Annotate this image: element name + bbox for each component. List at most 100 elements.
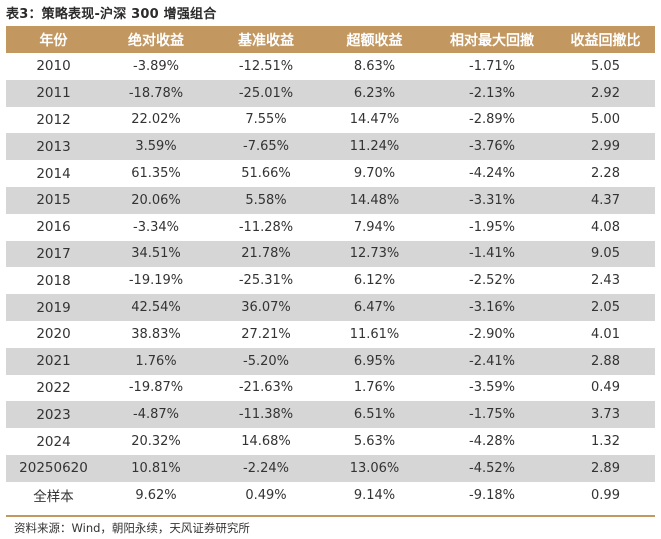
cell-excess-return: 6.47% (353, 300, 396, 316)
cell-return-drawdown-ratio: 2.28 (591, 166, 620, 182)
cell-benchmark-return: -2.24% (243, 460, 289, 476)
cell-year: 2019 (36, 299, 71, 316)
cell-year: 2013 (36, 138, 71, 155)
cell-return-drawdown-ratio: 2.88 (591, 353, 620, 369)
cell-absolute-return: -3.89% (133, 58, 179, 74)
cell-year: 2017 (36, 245, 71, 262)
cell-return-drawdown-ratio: 2.92 (591, 85, 620, 101)
cell-relative-max-drawdown: -1.75% (469, 407, 515, 423)
table-row: 2010 -3.89% -12.51% 8.63% -1.71% 5.05 (6, 53, 655, 80)
header-year: 年份 (39, 32, 68, 49)
cell-absolute-return: 9.62% (135, 487, 177, 503)
cell-absolute-return: 10.81% (131, 460, 181, 476)
cell-return-drawdown-ratio: 5.05 (591, 58, 620, 74)
cell-absolute-return: -19.19% (128, 273, 184, 289)
cell-return-drawdown-ratio: 2.05 (591, 300, 620, 316)
cell-relative-max-drawdown: -1.95% (469, 219, 515, 235)
cell-benchmark-return: 0.49% (245, 487, 287, 503)
header-row: 年份 绝对收益 基准收益 超额收益 相对最大回撤 收益回撤比 (6, 26, 655, 53)
table-row: 2020 38.83% 27.21% 11.61% -2.90% 4.01 (6, 321, 655, 348)
header-relative-max-drawdown: 相对最大回撤 (450, 32, 534, 49)
cell-benchmark-return: 27.21% (241, 326, 291, 342)
cell-excess-return: 1.76% (353, 380, 396, 396)
cell-absolute-return: 3.59% (135, 139, 177, 155)
table-bottom-rule (6, 515, 655, 517)
cell-benchmark-return: 51.66% (241, 166, 291, 182)
cell-excess-return: 14.48% (349, 192, 400, 208)
cell-absolute-return: -19.87% (128, 380, 184, 396)
cell-excess-return: 11.61% (349, 326, 400, 342)
cell-benchmark-return: 21.78% (241, 246, 291, 262)
cell-absolute-return: -4.87% (133, 407, 179, 423)
cell-absolute-return: 1.76% (135, 353, 177, 369)
cell-excess-return: 6.23% (353, 85, 396, 101)
table-row: 2024 20.32% 14.68% 5.63% -4.28% 1.32 (6, 428, 655, 455)
cell-benchmark-return: 36.07% (241, 300, 291, 316)
cell-relative-max-drawdown: -2.13% (469, 85, 515, 101)
cell-year: 2016 (36, 219, 71, 236)
cell-return-drawdown-ratio: 0.49 (591, 380, 620, 396)
cell-relative-max-drawdown: -4.52% (469, 460, 515, 476)
cell-benchmark-return: -21.63% (238, 380, 294, 396)
cell-return-drawdown-ratio: 2.99 (591, 139, 620, 155)
table-row: 20250620 10.81% -2.24% 13.06% -4.52% 2.89 (6, 454, 655, 482)
cell-excess-return: 12.73% (349, 246, 400, 262)
cell-relative-max-drawdown: -3.16% (469, 300, 515, 316)
table-row: 2015 20.06% 5.58% 14.48% -3.31% 4.37 (6, 186, 655, 214)
cell-benchmark-return: -12.51% (238, 58, 294, 74)
cell-return-drawdown-ratio: 4.01 (591, 326, 620, 342)
table-row: 2016 -3.34% -11.28% 7.94% -1.95% 4.08 (6, 214, 655, 241)
header-return-drawdown-ratio: 收益回撤比 (570, 32, 641, 49)
cell-relative-max-drawdown: -3.59% (469, 380, 515, 396)
table-row: 2018 -19.19% -25.31% 6.12% -2.52% 2.43 (6, 267, 655, 294)
table-row: 2019 42.54% 36.07% 6.47% -3.16% 2.05 (6, 294, 655, 321)
table-row: 全样本 9.62% 0.49% 9.14% -9.18% 0.99 (6, 482, 655, 509)
cell-excess-return: 6.51% (353, 407, 396, 423)
table-header: 年份 绝对收益 基准收益 超额收益 相对最大回撤 收益回撤比 (6, 26, 655, 53)
cell-benchmark-return: -25.31% (238, 273, 294, 289)
cell-year: 2022 (36, 379, 71, 396)
cell-return-drawdown-ratio: 4.37 (591, 192, 620, 208)
cell-benchmark-return: 14.68% (241, 434, 291, 450)
header-excess-return: 超额收益 (346, 32, 403, 49)
cell-absolute-return: 61.35% (131, 166, 181, 182)
cell-relative-max-drawdown: -4.28% (469, 434, 515, 450)
cell-relative-max-drawdown: -1.41% (469, 246, 515, 262)
cell-absolute-return: 20.32% (131, 434, 181, 450)
cell-return-drawdown-ratio: 2.43 (591, 273, 620, 289)
cell-absolute-return: 38.83% (131, 326, 181, 342)
cell-year: 2020 (36, 326, 71, 343)
cell-relative-max-drawdown: -1.71% (469, 58, 515, 74)
cell-benchmark-return: -7.65% (243, 139, 289, 155)
cell-excess-return: 14.47% (349, 112, 400, 128)
table-row: 2017 34.51% 21.78% 12.73% -1.41% 9.05 (6, 240, 655, 268)
cell-relative-max-drawdown: -2.52% (469, 273, 515, 289)
cell-benchmark-return: -5.20% (243, 353, 289, 369)
cell-return-drawdown-ratio: 2.89 (591, 460, 620, 476)
cell-year: 20250620 (19, 460, 88, 477)
cell-benchmark-return: 5.58% (245, 192, 287, 208)
cell-absolute-return: 22.02% (131, 112, 181, 128)
table-row: 2023 -4.87% -11.38% 6.51% -1.75% 3.73 (6, 401, 655, 429)
cell-benchmark-return: -11.28% (238, 219, 294, 235)
cell-excess-return: 9.14% (353, 487, 396, 503)
cell-return-drawdown-ratio: 5.00 (591, 112, 620, 128)
cell-year: 2010 (36, 58, 71, 75)
cell-absolute-return: -3.34% (133, 219, 179, 235)
cell-absolute-return: -18.78% (128, 85, 184, 101)
cell-year: 2012 (36, 111, 71, 128)
performance-table: 年份 绝对收益 基准收益 超额收益 相对最大回撤 收益回撤比 2010 -3.89… (6, 26, 655, 509)
cell-excess-return: 13.06% (349, 460, 400, 476)
cell-excess-return: 8.63% (353, 58, 396, 74)
cell-relative-max-drawdown: -4.24% (469, 166, 515, 182)
cell-absolute-return: 20.06% (131, 192, 181, 208)
cell-absolute-return: 42.54% (131, 300, 181, 316)
cell-excess-return: 9.70% (353, 166, 396, 182)
cell-excess-return: 6.95% (353, 353, 396, 369)
header-benchmark-return: 基准收益 (238, 32, 294, 49)
cell-benchmark-return: -11.38% (238, 407, 294, 423)
table-row: 2022 -19.87% -21.63% 1.76% -3.59% 0.49 (6, 375, 655, 402)
cell-relative-max-drawdown: -2.90% (469, 326, 515, 342)
cell-relative-max-drawdown: -3.76% (469, 139, 515, 155)
cell-year: 2014 (36, 165, 71, 182)
